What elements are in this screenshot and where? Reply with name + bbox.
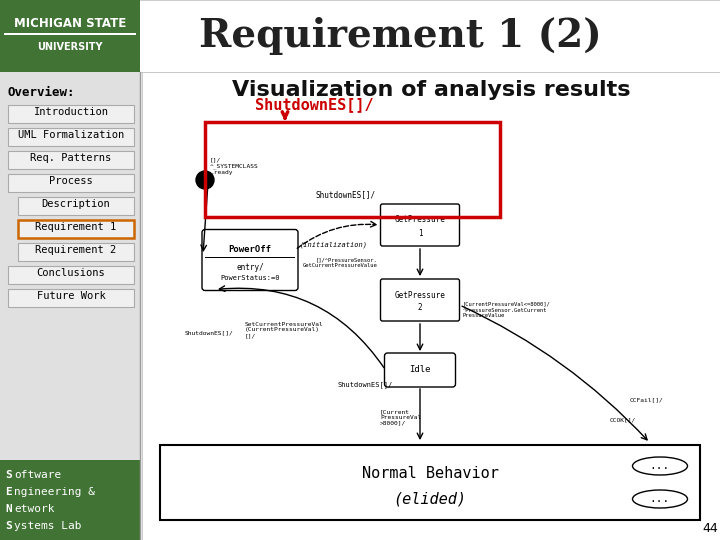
FancyBboxPatch shape (18, 243, 134, 261)
Text: Conclusions: Conclusions (37, 268, 105, 278)
FancyBboxPatch shape (8, 128, 134, 146)
FancyBboxPatch shape (8, 105, 134, 123)
Text: PowerOff: PowerOff (228, 246, 271, 254)
Bar (160, 445, 700, 520)
Text: E: E (5, 487, 12, 497)
Text: Requirement 1: Requirement 1 (35, 222, 117, 232)
Text: S: S (5, 470, 12, 480)
Ellipse shape (632, 457, 688, 475)
Bar (205, 122, 500, 217)
Text: ystems Lab: ystems Lab (14, 521, 81, 531)
Text: N: N (5, 504, 12, 514)
Bar (0, 0, 140, 72)
Text: Process: Process (49, 176, 93, 186)
Text: 1: 1 (418, 228, 423, 238)
Text: Idle: Idle (409, 366, 431, 375)
Text: Overview:: Overview: (8, 86, 76, 99)
Text: GetPressure: GetPressure (395, 291, 446, 300)
Text: UNIVERSITY: UNIVERSITY (37, 42, 103, 52)
FancyBboxPatch shape (8, 289, 134, 307)
Circle shape (196, 171, 214, 189)
Text: CCFail[]/: CCFail[]/ (630, 397, 664, 402)
Text: Req. Patterns: Req. Patterns (30, 153, 112, 163)
Text: Requirement 1 (2): Requirement 1 (2) (199, 17, 601, 55)
FancyBboxPatch shape (8, 151, 134, 169)
FancyBboxPatch shape (380, 204, 459, 246)
Bar (0, 72, 140, 540)
FancyBboxPatch shape (380, 279, 459, 321)
Text: ...: ... (650, 461, 670, 471)
Text: ShutdownES[]/: ShutdownES[]/ (315, 191, 375, 199)
Text: Future Work: Future Work (37, 291, 105, 301)
FancyBboxPatch shape (18, 220, 134, 238)
Text: Visualization of analysis results: Visualization of analysis results (232, 80, 630, 100)
Text: oftware: oftware (14, 470, 61, 480)
Bar (4, 33, 136, 35)
Text: Description: Description (42, 199, 110, 209)
Text: MICHIGAN STATE: MICHIGAN STATE (14, 17, 126, 30)
FancyBboxPatch shape (202, 230, 298, 291)
Text: UML Formalization: UML Formalization (18, 130, 124, 140)
Text: GetPressure: GetPressure (395, 215, 446, 225)
Text: S: S (5, 521, 12, 531)
Text: 44: 44 (702, 522, 718, 535)
Text: (elided): (elided) (394, 491, 467, 507)
FancyBboxPatch shape (18, 197, 134, 215)
Text: [CurrentPressureVal<=8000]/
^PressureSensor.GetCurrent
PressureValue: [CurrentPressureVal<=8000]/ ^PressureSen… (462, 302, 550, 318)
Text: ShutdownES[]/: ShutdownES[]/ (338, 382, 392, 388)
FancyBboxPatch shape (384, 353, 456, 387)
Bar (0, 460, 140, 540)
Text: PowerStatus:=0: PowerStatus:=0 (220, 275, 280, 281)
Text: ngineering &: ngineering & (14, 487, 95, 497)
Text: CCOK[]/: CCOK[]/ (610, 417, 636, 422)
Text: [Current
PressureVal
>8000]/: [Current PressureVal >8000]/ (380, 409, 421, 426)
Text: entry/: entry/ (236, 264, 264, 273)
Bar (205, 257, 295, 258)
Text: (Initialization): (Initialization) (300, 242, 368, 248)
Text: []/
^_SYSTEMCLASS
.ready: []/ ^_SYSTEMCLASS .ready (210, 158, 258, 175)
Text: []/^PressureSensor.
GetCurrentPressureValue: []/^PressureSensor. GetCurrentPressureVa… (302, 257, 377, 268)
Ellipse shape (632, 490, 688, 508)
Text: 2: 2 (418, 303, 423, 313)
FancyBboxPatch shape (8, 266, 134, 284)
Text: etwork: etwork (14, 504, 55, 514)
Text: ShutdownES[]/: ShutdownES[]/ (185, 330, 234, 335)
FancyBboxPatch shape (8, 174, 134, 192)
Bar (0, 0, 720, 72)
Bar (150, 105, 710, 525)
Text: SetCurrentPressureVal
(CurrentPressureVal)
[]/: SetCurrentPressureVal (CurrentPressureVa… (245, 322, 324, 338)
Text: Normal Behavior: Normal Behavior (361, 466, 498, 481)
Text: ...: ... (650, 494, 670, 504)
Bar (142, 72, 720, 540)
Text: ShutdownES[]/: ShutdownES[]/ (255, 97, 374, 112)
Text: Introduction: Introduction (34, 107, 109, 117)
Text: Requirement 2: Requirement 2 (35, 245, 117, 255)
